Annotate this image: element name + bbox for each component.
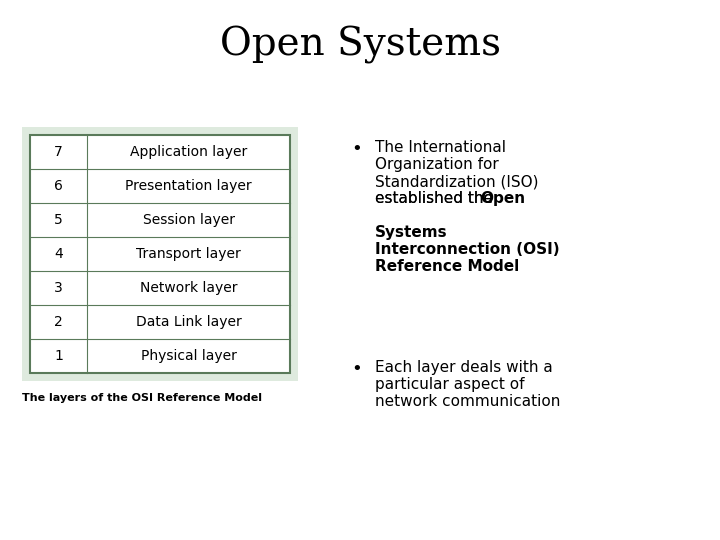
Text: particular aspect of: particular aspect of xyxy=(375,377,524,392)
Text: established the: established the xyxy=(375,191,498,206)
Text: Each layer deals with a: Each layer deals with a xyxy=(375,360,553,375)
Text: Network layer: Network layer xyxy=(140,281,238,295)
Text: 3: 3 xyxy=(54,281,63,295)
Text: Reference Model: Reference Model xyxy=(375,259,519,274)
Text: Data Link layer: Data Link layer xyxy=(136,315,241,329)
Text: 5: 5 xyxy=(54,213,63,227)
Text: Session layer: Session layer xyxy=(143,213,235,227)
Text: Open: Open xyxy=(481,191,526,206)
Text: •: • xyxy=(351,360,362,378)
Bar xyxy=(22,127,298,381)
Text: established the: established the xyxy=(375,191,498,206)
Text: 6: 6 xyxy=(54,179,63,193)
Text: network communication: network communication xyxy=(375,394,560,409)
Text: 7: 7 xyxy=(54,145,63,159)
Text: 4: 4 xyxy=(54,247,63,261)
Text: Organization for: Organization for xyxy=(375,157,499,172)
Text: •: • xyxy=(351,140,362,158)
Text: Transport layer: Transport layer xyxy=(136,247,241,261)
Text: Presentation layer: Presentation layer xyxy=(125,179,252,193)
Bar xyxy=(30,135,290,373)
Text: Standardization (ISO): Standardization (ISO) xyxy=(375,174,539,189)
Text: 1: 1 xyxy=(54,349,63,363)
Text: Application layer: Application layer xyxy=(130,145,247,159)
Text: Physical layer: Physical layer xyxy=(140,349,237,363)
Text: The International: The International xyxy=(375,140,506,155)
Text: 2: 2 xyxy=(54,315,63,329)
Text: Open Systems: Open Systems xyxy=(220,26,500,64)
Text: Systems: Systems xyxy=(375,225,448,240)
Text: Interconnection (OSI): Interconnection (OSI) xyxy=(375,242,559,257)
Text: The layers of the OSI Reference Model: The layers of the OSI Reference Model xyxy=(22,393,262,403)
